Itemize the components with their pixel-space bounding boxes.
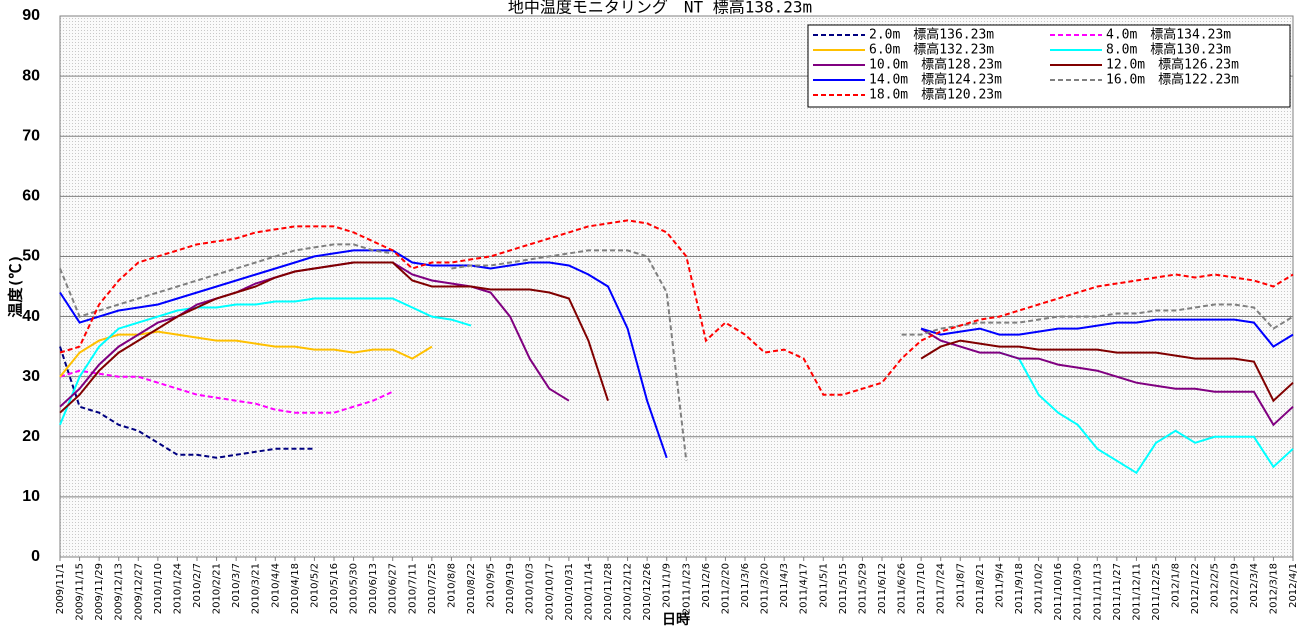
legend-label: 16.0m 標高122.23m	[1106, 72, 1239, 88]
x-tick-label: 2011/11/27	[1112, 563, 1123, 621]
x-tick-label: 2011/4/17	[799, 563, 810, 614]
y-tick-label: 90	[22, 7, 40, 24]
legend-label: 18.0m 標高120.23m	[869, 87, 1002, 103]
x-tick-label: 2010/10/31	[564, 563, 575, 621]
x-tick-label: 2012/4/1	[1288, 563, 1299, 608]
legend-label: 4.0m 標高134.23m	[1106, 27, 1231, 43]
x-tick-label: 2011/7/10	[916, 563, 927, 614]
x-tick-label: 2009/12/13	[114, 563, 125, 621]
y-tick-label: 0	[31, 548, 40, 565]
x-tick-label: 2011/8/21	[975, 563, 986, 614]
legend-label: 10.0m 標高128.23m	[869, 57, 1002, 73]
y-tick-label: 30	[22, 368, 40, 385]
x-tick-label: 2012/1/22	[1190, 563, 1201, 614]
x-tick-label: 2011/10/30	[1073, 563, 1084, 621]
y-tick-label: 60	[22, 188, 40, 205]
x-axis-label: 日時	[662, 611, 690, 628]
x-tick-label: 2011/9/18	[1014, 563, 1025, 614]
x-tick-label: 2010/12/26	[642, 563, 653, 621]
y-tick-label: 40	[22, 308, 40, 325]
x-tick-label: 2010/10/3	[525, 563, 536, 614]
x-tick-label: 2010/5/16	[329, 563, 340, 614]
x-tick-label: 2010/9/5	[486, 563, 497, 608]
x-tick-label: 2010/11/14	[583, 563, 594, 621]
x-tick-label: 2010/3/21	[251, 563, 262, 614]
x-tick-label: 2010/6/27	[388, 563, 399, 614]
x-tick-label: 2011/1/9	[662, 563, 673, 608]
x-tick-label: 2011/12/25	[1151, 563, 1162, 621]
x-tick-label: 2012/3/4	[1249, 563, 1260, 608]
y-axis-label: 温度(℃)	[7, 254, 25, 317]
x-tick-label: 2010/7/25	[427, 563, 438, 614]
x-tick-label: 2010/12/12	[623, 563, 634, 621]
y-tick-label: 50	[22, 248, 40, 265]
x-tick-label: 2011/9/4	[994, 563, 1005, 608]
x-tick-label: 2010/1/24	[172, 563, 183, 614]
y-tick-label: 70	[22, 127, 40, 144]
x-tick-label: 2011/2/6	[701, 563, 712, 608]
x-tick-label: 2012/3/18	[1268, 563, 1279, 614]
x-tick-label: 2010/5/2	[309, 563, 320, 608]
legend-label: 12.0m 標高126.23m	[1106, 57, 1239, 73]
x-tick-label: 2010/9/19	[505, 563, 516, 614]
x-tick-label: 2011/2/20	[720, 563, 731, 614]
x-tick-label: 2010/2/7	[192, 563, 203, 608]
y-tick-label: 20	[22, 428, 40, 445]
x-tick-label: 2009/11/1	[55, 563, 66, 614]
legend-label: 8.0m 標高130.23m	[1106, 42, 1231, 58]
x-tick-label: 2010/10/17	[544, 563, 555, 621]
x-tick-label: 2010/5/30	[349, 563, 360, 614]
series-line	[59, 330, 433, 378]
x-tick-label: 2011/8/7	[955, 563, 966, 608]
series-line	[59, 261, 1294, 414]
x-tick-label: 2010/6/13	[368, 563, 379, 614]
x-tick-label: 2012/2/19	[1229, 563, 1240, 614]
legend-label: 6.0m 標高132.23m	[869, 42, 994, 58]
series-line	[59, 369, 394, 414]
y-tick-label: 80	[22, 67, 40, 84]
legend-box	[807, 24, 1291, 108]
x-tick-label: 2011/7/24	[936, 563, 947, 614]
x-tick-label: 2011/10/16	[1053, 563, 1064, 621]
x-tick-label: 2011/6/12	[877, 563, 888, 614]
x-tick-label: 2011/12/11	[1131, 563, 1142, 621]
x-tick-label: 2011/5/1	[818, 563, 829, 608]
x-tick-label: 2012/2/5	[1210, 563, 1221, 608]
legend-label: 14.0m 標高124.23m	[869, 72, 1002, 88]
x-tick-label: 2010/4/18	[290, 563, 301, 614]
x-tick-label: 2011/6/26	[897, 563, 908, 614]
x-tick-label: 2011/4/3	[779, 563, 790, 608]
series-line	[59, 249, 1294, 459]
x-tick-label: 2010/8/22	[466, 563, 477, 614]
x-tick-label: 2010/11/28	[603, 563, 614, 621]
x-tick-label: 2011/10/2	[1034, 563, 1045, 614]
x-tick-label: 2010/8/8	[446, 563, 457, 608]
chart-title: 地中温度モニタリング NT 標高138.23m	[508, 0, 812, 17]
x-tick-label: 2009/12/27	[133, 563, 144, 621]
series-line	[59, 346, 315, 459]
x-tick-label: 2012/1/8	[1171, 563, 1182, 608]
x-tick-label: 2009/11/29	[94, 563, 105, 621]
x-tick-label: 2010/7/11	[407, 563, 418, 614]
legend-label: 2.0m 標高136.23m	[869, 27, 994, 43]
x-tick-label: 2009/11/15	[75, 563, 86, 621]
x-tick-label: 2011/3/6	[740, 563, 751, 608]
x-tick-label: 2011/5/15	[838, 563, 849, 614]
series-line	[59, 297, 1294, 475]
x-tick-label: 2011/1/23	[681, 563, 692, 614]
x-tick-label: 2010/2/21	[212, 563, 223, 614]
x-tick-label: 2011/5/29	[857, 563, 868, 614]
x-tick-label: 2010/3/7	[231, 563, 242, 608]
x-tick-label: 2011/3/20	[760, 563, 771, 614]
x-tick-label: 2010/1/10	[153, 563, 164, 614]
y-tick-label: 10	[22, 488, 40, 505]
x-tick-label: 2010/4/4	[270, 563, 281, 608]
x-tick-label: 2011/11/13	[1092, 563, 1103, 621]
